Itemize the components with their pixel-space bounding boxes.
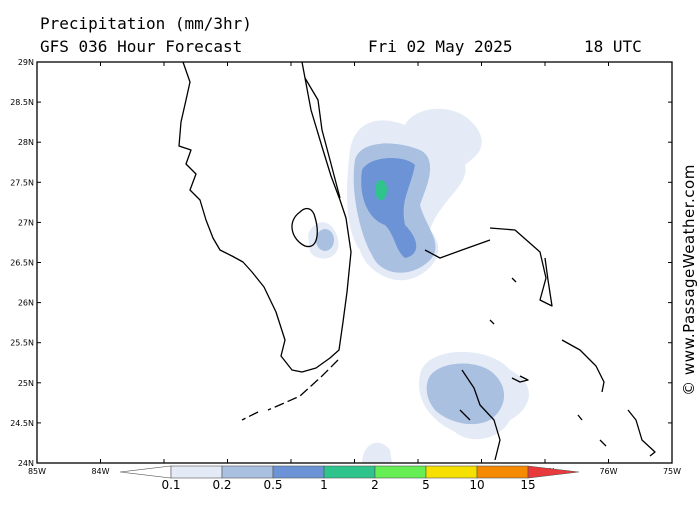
andros (459, 369, 501, 461)
precip-peak (375, 180, 387, 200)
y-tick-label: 27.5N (10, 178, 34, 187)
x-tick-label: 85W (28, 467, 46, 476)
y-tick-label: 25N (18, 379, 34, 388)
colorbar-label: 0.5 (263, 478, 282, 492)
y-tick-label: 24N (18, 459, 34, 468)
coastline (178, 62, 656, 461)
colorbar-label: 0.2 (212, 478, 231, 492)
grand-bahama (424, 239, 491, 259)
colorbar-label: 1 (320, 478, 328, 492)
colorbar-bin (476, 465, 529, 479)
long-island (627, 409, 656, 457)
colorbar-bin (425, 465, 478, 479)
barrier-island (304, 77, 341, 199)
precip-mid (316, 229, 334, 251)
colorbar-bin (272, 465, 325, 479)
y-tick-label: 26N (18, 299, 34, 308)
eleuthera (561, 339, 605, 393)
cays (489, 277, 607, 447)
map-frame (36, 61, 673, 464)
precipitation (308, 108, 529, 463)
florida-keys (241, 359, 339, 421)
abaco (489, 227, 553, 307)
colorbar-label: 0.1 (161, 478, 180, 492)
colorbar-label: 15 (520, 478, 535, 492)
berry-islands (511, 375, 529, 383)
y-tick-label: 28.5N (10, 98, 34, 107)
subtitle: GFS 036 Hour Forecast (40, 37, 242, 56)
colorbar-label: 2 (371, 478, 379, 492)
colorbar-upper (527, 465, 580, 479)
x-tick-label: 75W (663, 467, 681, 476)
date: Fri 02 May 2025 (368, 37, 513, 56)
colorbar-bin (221, 465, 274, 479)
colorbar-bin (170, 465, 223, 479)
colorbar-bin (323, 465, 376, 479)
colorbar-bin (374, 465, 427, 479)
precip-heavy (361, 158, 417, 258)
y-tick-label: 28N (18, 138, 34, 147)
y-tick-label: 26.5N (10, 259, 34, 268)
y-tick-label: 29N (18, 58, 34, 67)
x-tick-label: 84W (91, 467, 109, 476)
time: 18 UTC (584, 37, 642, 56)
y-tick-label: 25.5N (10, 339, 34, 348)
precip-light (362, 442, 392, 463)
precip-mid (426, 363, 505, 425)
colorbar-lower (119, 465, 172, 479)
x-tick-label: 76W (599, 467, 617, 476)
florida-coast (178, 62, 352, 373)
y-tick-label: 24.5N (10, 419, 34, 428)
title: Precipitation (mm/3hr) (40, 14, 252, 33)
colorbar-label: 10 (469, 478, 484, 492)
lake-okeechobee (291, 207, 318, 248)
y-tick-label: 27N (18, 218, 34, 227)
credit: © www.PassageWeather.com (680, 164, 698, 396)
colorbar-label: 5 (422, 478, 430, 492)
